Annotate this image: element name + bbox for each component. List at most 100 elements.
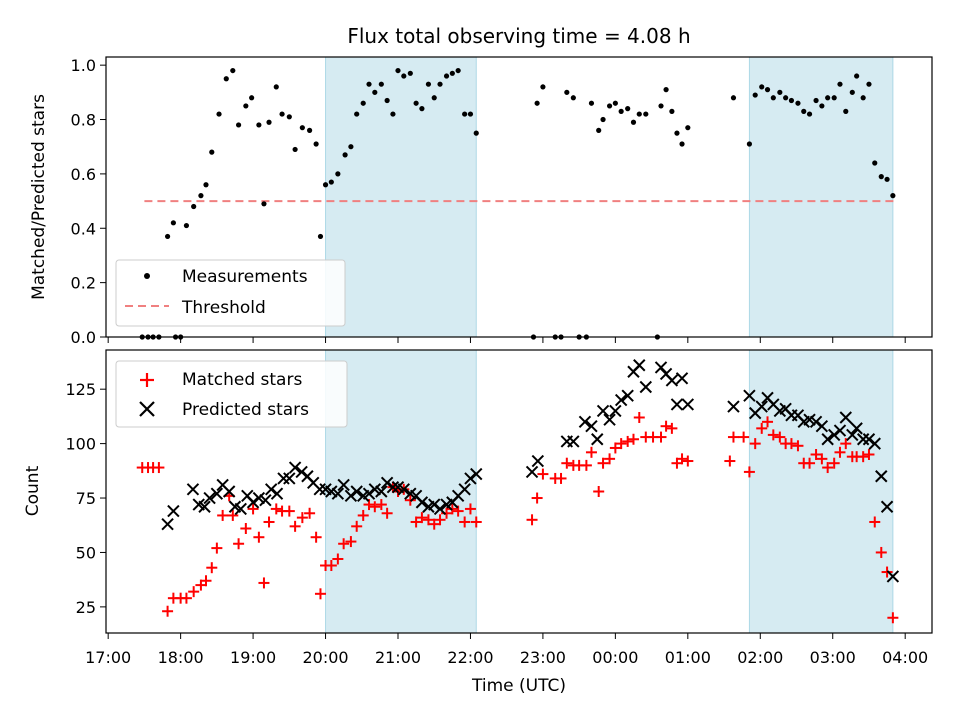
measurement-point bbox=[570, 95, 576, 101]
matched-star-point bbox=[531, 492, 543, 504]
measurement-point bbox=[328, 179, 334, 185]
measurement-point bbox=[669, 108, 675, 114]
measurement-point bbox=[313, 141, 319, 147]
top-y-tick-label: 1.0 bbox=[71, 56, 96, 75]
measurement-point bbox=[801, 108, 807, 114]
measurement-point bbox=[588, 100, 595, 106]
legend-label-predicted: Predicted stars bbox=[182, 400, 309, 420]
matched-star-point bbox=[585, 446, 597, 458]
matched-star-point bbox=[338, 538, 350, 550]
matched-star-point bbox=[253, 531, 265, 543]
matched-star-point bbox=[217, 509, 229, 521]
measurement-point bbox=[625, 106, 631, 112]
measurement-point bbox=[209, 149, 215, 155]
matched-star-point bbox=[375, 499, 387, 511]
measurement-point bbox=[235, 122, 242, 128]
measurement-point bbox=[455, 67, 461, 74]
predicted-star-point bbox=[210, 487, 224, 500]
predicted-star-point bbox=[578, 415, 592, 429]
matched-star-point bbox=[785, 438, 797, 450]
top-y-tick-label: 0.6 bbox=[71, 165, 96, 184]
shaded-interval-1 bbox=[325, 56, 477, 338]
matched-star-point bbox=[446, 503, 458, 515]
matched-star-point bbox=[416, 512, 428, 524]
predicted-star-point bbox=[675, 372, 689, 385]
predicted-star-point bbox=[270, 487, 284, 500]
matched-star-point bbox=[580, 459, 592, 471]
matched-star-point bbox=[609, 442, 621, 454]
matched-star-point bbox=[325, 560, 337, 572]
matched-star-point bbox=[633, 411, 645, 423]
matched-star-point bbox=[289, 520, 301, 532]
predicted-star-point bbox=[681, 398, 695, 411]
measurement-point bbox=[170, 220, 176, 226]
measurement-point bbox=[322, 182, 329, 188]
matched-star-point bbox=[756, 422, 768, 434]
measurement-point bbox=[467, 111, 474, 117]
predicted-star-point bbox=[596, 404, 610, 418]
matched-star-point bbox=[441, 507, 453, 519]
predicted-star-point bbox=[464, 472, 477, 485]
predicted-star-point bbox=[868, 437, 881, 450]
matched-star-point bbox=[422, 514, 434, 526]
matched-star-point bbox=[351, 520, 363, 532]
x-tick-label: 19:00 bbox=[230, 648, 276, 667]
measurement-point bbox=[730, 95, 737, 101]
matched-star-point bbox=[206, 562, 218, 574]
measurement-point bbox=[612, 100, 618, 106]
predicted-star-point bbox=[880, 500, 894, 513]
predicted-star-point bbox=[815, 419, 829, 433]
matched-star-point bbox=[537, 468, 549, 480]
measurement-point bbox=[819, 103, 825, 109]
matched-star-point bbox=[774, 431, 786, 443]
predicted-star-point bbox=[161, 517, 174, 531]
predicted-star-point bbox=[633, 359, 646, 372]
matched-star-point bbox=[211, 542, 223, 554]
predicted-star-point bbox=[743, 389, 756, 402]
measurement-point bbox=[759, 84, 765, 90]
predicted-star-point bbox=[259, 494, 272, 507]
predicted-star-point bbox=[470, 467, 483, 481]
measurement-point bbox=[256, 122, 262, 128]
measurement-point bbox=[191, 203, 197, 210]
predicted-star-point bbox=[833, 424, 847, 437]
measurement-point bbox=[764, 87, 771, 93]
matched-star-point bbox=[162, 605, 174, 617]
measurement-point bbox=[806, 111, 813, 117]
matched-star-point bbox=[615, 438, 627, 450]
matched-star-point bbox=[357, 509, 369, 521]
measurement-point bbox=[286, 114, 292, 120]
measurement-point bbox=[366, 81, 372, 87]
measurement-point bbox=[685, 125, 691, 131]
measurement-point bbox=[540, 84, 546, 90]
predicted-star-point bbox=[198, 500, 211, 513]
matched-star-point bbox=[887, 612, 899, 624]
matched-star-point bbox=[200, 575, 212, 587]
measurement-point bbox=[596, 127, 602, 133]
matched-star-point bbox=[792, 440, 804, 452]
measurement-point bbox=[473, 130, 479, 136]
predicted-star-point bbox=[603, 413, 616, 426]
matched-star-point bbox=[410, 516, 422, 528]
predicted-star-point bbox=[609, 404, 622, 418]
top-y-tick-label: 0.0 bbox=[71, 328, 96, 347]
x-tick-label: 23:00 bbox=[520, 648, 566, 667]
predicted-star-point bbox=[203, 491, 216, 505]
measurement-point bbox=[431, 95, 437, 101]
measurement-point bbox=[299, 125, 305, 131]
matched-star-point bbox=[345, 536, 357, 548]
measurement-point bbox=[752, 92, 758, 98]
x-tick-labels: 17:00 18:00 19:00 20:00 21:00 22:00 23:00 00:00… bbox=[85, 648, 928, 667]
predicted-star-point bbox=[167, 504, 180, 518]
matched-star-point bbox=[604, 453, 616, 465]
top-shaded-intervals bbox=[325, 56, 894, 338]
matched-star-point bbox=[622, 435, 634, 447]
measurement-point bbox=[378, 81, 384, 87]
shaded-interval-2 bbox=[748, 56, 894, 338]
predicted-star-point bbox=[433, 502, 447, 516]
matched-star-point bbox=[470, 516, 482, 528]
x-tick-label: 04:00 bbox=[882, 648, 928, 667]
measurement-point bbox=[307, 127, 313, 133]
top-y-axis-label: Matched/Predicted stars bbox=[29, 94, 49, 300]
bottom-plot-frame bbox=[105, 349, 933, 634]
